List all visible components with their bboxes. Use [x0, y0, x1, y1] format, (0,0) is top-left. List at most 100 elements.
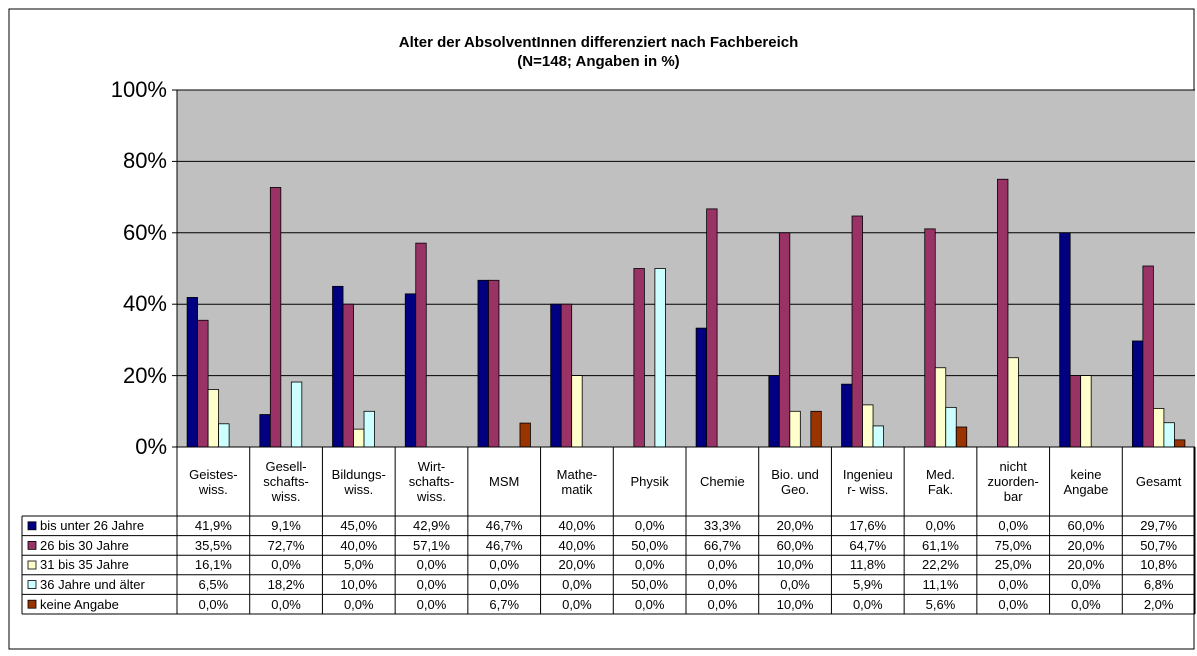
- table-value: 2,0%: [1143, 596, 1174, 612]
- legend-label: keine Angabe: [40, 596, 119, 612]
- bar: [695, 327, 708, 448]
- x-tick-label: Physik: [630, 474, 669, 489]
- table-value: 60,0%: [776, 537, 814, 553]
- table-value: 29,7%: [1140, 518, 1178, 534]
- bar: [924, 228, 936, 448]
- x-tick-label: Mathe- matik: [556, 466, 598, 497]
- bar: [997, 178, 1009, 448]
- x-tick-label: keine Angabe: [1063, 466, 1109, 497]
- legend-key: [27, 560, 37, 570]
- x-tick-label: Gesell- schafts- wiss.: [263, 459, 309, 504]
- bar: [862, 404, 874, 448]
- table-value: 50,0%: [631, 537, 669, 553]
- table-value: 20,0%: [558, 557, 596, 573]
- bar: [186, 297, 199, 448]
- bar: [560, 303, 573, 448]
- table-value: 46,7%: [485, 518, 523, 534]
- table-value: 57,1%: [413, 537, 450, 553]
- table-value: 45,0%: [340, 518, 378, 534]
- bar: [778, 232, 791, 448]
- table-value: 10,0%: [776, 596, 814, 612]
- table-value: 0,0%: [416, 577, 447, 593]
- x-tick-label: Med. Fak.: [926, 466, 955, 497]
- bar: [353, 428, 365, 448]
- legend-label: bis unter 26 Jahre: [40, 518, 145, 534]
- bar: [1059, 232, 1071, 448]
- table-value: 0,0%: [271, 596, 301, 612]
- y-tick-label: 0%: [135, 434, 167, 459]
- table-value: 35,5%: [194, 537, 232, 553]
- bar: [207, 389, 220, 448]
- table-value: 42,9%: [413, 518, 450, 534]
- legend-label: 26 bis 30 Jahre: [40, 537, 129, 553]
- bar: [789, 410, 801, 448]
- table-value: 5,0%: [343, 557, 374, 573]
- table-value: 11,1%: [922, 577, 959, 593]
- bar: [934, 367, 947, 448]
- bar: [1131, 340, 1144, 448]
- table-value: 75,0%: [994, 537, 1032, 553]
- bar: [477, 279, 489, 448]
- bar: [259, 414, 271, 448]
- table-value: 0,0%: [562, 596, 592, 612]
- table-value: 0,0%: [489, 577, 520, 593]
- bar: [654, 268, 666, 448]
- table-value: 61,1%: [922, 537, 959, 553]
- table-value: 18,2%: [267, 577, 305, 593]
- y-tick-label: 80%: [122, 148, 167, 174]
- x-tick-label: MSM: [489, 474, 520, 489]
- table-value: 5,6%: [925, 596, 956, 612]
- table-value: 6,8%: [1143, 577, 1174, 593]
- legend-key: [27, 521, 37, 531]
- table-value: 0,0%: [1071, 596, 1101, 612]
- legend-key: [27, 599, 37, 609]
- table-value: 66,7%: [703, 537, 741, 553]
- x-tick-label: Wirt- schafts- wiss.: [408, 459, 455, 504]
- table-value: 0,0%: [1071, 577, 1101, 593]
- table-value: 11,8%: [849, 557, 886, 573]
- bar: [1069, 375, 1082, 448]
- y-tick-label: 100%: [110, 77, 167, 102]
- table-value: 0,0%: [198, 596, 229, 612]
- table-value: 0,0%: [707, 577, 738, 593]
- table-value: 46,7%: [485, 537, 523, 553]
- chart-title: Alter der AbsolventInnen differenziert n…: [398, 34, 799, 51]
- bar: [633, 268, 645, 448]
- table-value: 0,0%: [489, 557, 520, 573]
- table-value: 50,0%: [631, 577, 669, 593]
- bar: [363, 410, 375, 448]
- bar: [290, 381, 303, 448]
- table-value: 41,9%: [194, 518, 232, 534]
- bar: [841, 383, 853, 448]
- x-tick-label: Chemie: [699, 474, 745, 489]
- table-value: 0,0%: [925, 518, 956, 534]
- legend-key: [27, 541, 37, 550]
- table-value: 10,0%: [776, 557, 814, 573]
- bar: [872, 425, 884, 448]
- bar: [945, 406, 957, 448]
- bar: [1152, 408, 1165, 448]
- table-value: 0,0%: [634, 518, 665, 534]
- legend-label: 31 bis 35 Jahre: [40, 557, 129, 573]
- table-value: 17,6%: [849, 518, 887, 534]
- chart-subtitle: (N=148; Angaben in %): [517, 53, 680, 70]
- bar: [851, 215, 863, 448]
- table-value: 40,0%: [558, 537, 596, 553]
- table-value: 40,0%: [558, 518, 596, 534]
- table-value: 0,0%: [707, 557, 738, 573]
- table-value: 0,0%: [343, 596, 374, 612]
- table-value: 40,0%: [340, 537, 378, 553]
- table-value: 16,1%: [194, 557, 232, 573]
- bar: [218, 423, 230, 448]
- bar: [571, 375, 583, 448]
- table-value: 0,0%: [634, 596, 665, 612]
- bar: [342, 303, 354, 448]
- bar: [1142, 265, 1154, 448]
- bar: [1173, 439, 1186, 448]
- bar: [810, 410, 822, 448]
- bar: [706, 208, 718, 448]
- bar: [415, 242, 427, 448]
- bar: [519, 422, 531, 448]
- table-value: 22,2%: [922, 557, 959, 573]
